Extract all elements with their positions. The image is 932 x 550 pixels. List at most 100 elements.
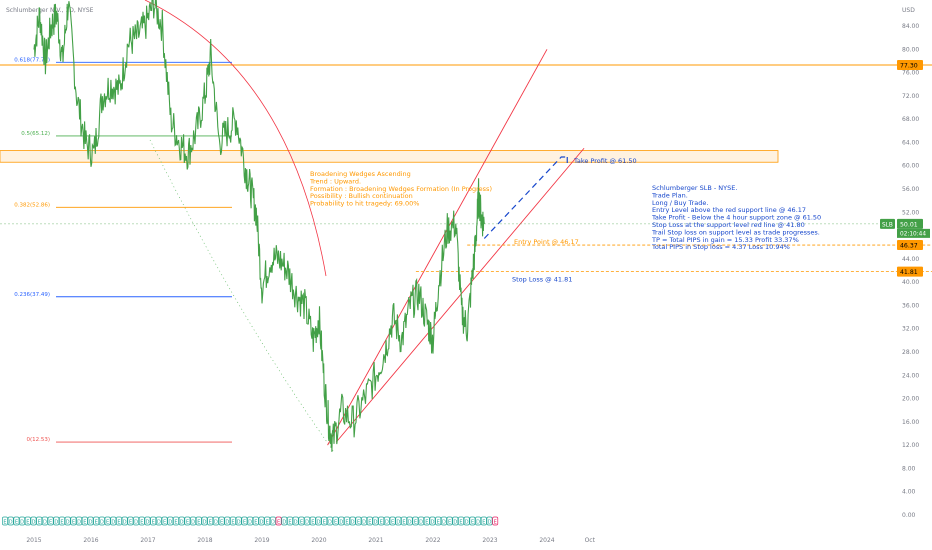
- event-marker[interactable]: E: [127, 516, 134, 526]
- event-marker[interactable]: D: [338, 516, 345, 526]
- stop-loss-label[interactable]: Stop Loss @ 41.81: [512, 276, 572, 284]
- event-marker[interactable]: E: [150, 516, 157, 526]
- event-marker[interactable]: E: [366, 516, 373, 526]
- event-marker[interactable]: E: [161, 516, 168, 526]
- price-series-line[interactable]: [33, 0, 485, 452]
- event-marker[interactable]: E: [264, 516, 271, 526]
- event-marker[interactable]: E: [36, 516, 43, 526]
- event-marker[interactable]: E: [241, 516, 248, 526]
- event-marker[interactable]: E: [480, 516, 487, 526]
- event-marker[interactable]: E: [298, 516, 305, 526]
- arc-resistance-curve[interactable]: [144, 0, 327, 277]
- event-marker[interactable]: E: [93, 516, 100, 526]
- event-marker[interactable]: D: [475, 516, 482, 526]
- event-marker[interactable]: D: [258, 516, 265, 526]
- event-marker[interactable]: E: [435, 516, 442, 526]
- event-marker[interactable]: D: [361, 516, 368, 526]
- event-marker[interactable]: D: [76, 516, 83, 526]
- event-marker[interactable]: D: [292, 516, 299, 526]
- event-marker[interactable]: D: [235, 516, 242, 526]
- event-marker[interactable]: E: [492, 516, 499, 526]
- trade-plan-note[interactable]: Schlumberger SLB - NYSE. Trade Plan. Long …: [651, 184, 821, 251]
- event-marker[interactable]: D: [429, 516, 436, 526]
- event-marker[interactable]: E: [446, 516, 453, 526]
- event-marker[interactable]: D: [326, 516, 333, 526]
- event-marker[interactable]: D: [281, 516, 288, 526]
- event-marker[interactable]: D: [41, 516, 48, 526]
- event-marker[interactable]: D: [304, 516, 311, 526]
- event-marker[interactable]: D: [463, 516, 470, 526]
- entry-point-label[interactable]: Entry Point @ 46.17: [514, 238, 579, 246]
- event-marker[interactable]: D: [133, 516, 140, 526]
- event-marker[interactable]: D: [247, 516, 254, 526]
- event-marker[interactable]: E: [184, 516, 191, 526]
- event-marker[interactable]: E: [332, 516, 339, 526]
- event-marker[interactable]: E: [412, 516, 419, 526]
- event-marker[interactable]: E: [344, 516, 350, 526]
- event-marker[interactable]: E: [59, 516, 65, 526]
- event-marker[interactable]: E: [116, 516, 122, 526]
- event-marker[interactable]: D: [19, 516, 26, 526]
- event-marker[interactable]: D: [144, 516, 151, 526]
- event-marker[interactable]: D: [452, 516, 459, 526]
- event-marker[interactable]: E: [401, 516, 407, 526]
- event-marker[interactable]: D: [486, 516, 493, 526]
- event-marker[interactable]: D: [53, 516, 60, 526]
- event-marker[interactable]: E: [252, 516, 259, 526]
- event-marker[interactable]: E: [47, 516, 54, 526]
- event-marker[interactable]: E: [218, 516, 225, 526]
- event-marker[interactable]: D: [190, 516, 197, 526]
- event-marker[interactable]: D: [440, 516, 447, 526]
- event-marker[interactable]: E: [423, 516, 430, 526]
- take-profit-label[interactable]: Take Profit @ 61.50: [573, 157, 637, 165]
- event-marker[interactable]: D: [7, 516, 14, 526]
- event-marker[interactable]: D: [178, 516, 185, 526]
- event-marker[interactable]: D: [418, 516, 425, 526]
- take-profit-path[interactable]: [483, 156, 568, 239]
- event-marker[interactable]: D: [349, 516, 356, 526]
- event-marker[interactable]: D: [64, 516, 71, 526]
- time-axis[interactable]: 2015 2016 2017 2018 2019 2020 2021 2022 2023 2024…: [26, 537, 595, 544]
- event-marker[interactable]: E: [355, 516, 362, 526]
- event-marker[interactable]: E: [309, 516, 316, 526]
- event-marker[interactable]: D: [167, 516, 174, 526]
- event-marker[interactable]: E: [81, 516, 88, 526]
- event-marker[interactable]: E: [2, 516, 8, 526]
- event-marker[interactable]: E: [70, 516, 77, 526]
- event-marker[interactable]: D: [383, 516, 390, 526]
- event-marker[interactable]: D: [406, 516, 413, 526]
- event-marker[interactable]: E: [138, 516, 145, 526]
- event-marker[interactable]: E: [275, 516, 282, 526]
- event-marker[interactable]: D: [315, 516, 322, 526]
- event-marker[interactable]: E: [104, 516, 111, 526]
- event-marker[interactable]: D: [155, 516, 162, 526]
- event-marker[interactable]: D: [87, 516, 94, 526]
- event-marker[interactable]: E: [13, 516, 20, 526]
- event-marker[interactable]: D: [201, 516, 208, 526]
- event-marker[interactable]: E: [173, 516, 179, 526]
- channel-lower-line[interactable]: [335, 147, 585, 443]
- event-marker[interactable]: D: [98, 516, 105, 526]
- event-marker[interactable]: E: [207, 516, 214, 526]
- event-marker[interactable]: D: [372, 516, 379, 526]
- event-marker[interactable]: E: [458, 516, 464, 526]
- event-marker[interactable]: E: [469, 516, 476, 526]
- event-marker[interactable]: D: [212, 516, 219, 526]
- event-marker[interactable]: D: [269, 516, 276, 526]
- event-marker[interactable]: D: [110, 516, 117, 526]
- event-marker[interactable]: D: [30, 516, 37, 526]
- analysis-note[interactable]: Broadening Wedges Ascending Trend : Upwar…: [309, 170, 492, 208]
- event-marker[interactable]: E: [378, 516, 385, 526]
- event-marker[interactable]: E: [230, 516, 236, 526]
- price-axis[interactable]: USD 84.00 80.00 76.00 72.00 68.00 64.00 60.00 5…: [902, 7, 919, 519]
- event-marker[interactable]: E: [287, 516, 293, 526]
- event-marker[interactable]: E: [389, 516, 396, 526]
- event-marker[interactable]: D: [395, 516, 402, 526]
- channel-upper-line[interactable]: [327, 49, 548, 446]
- event-marker[interactable]: D: [121, 516, 128, 526]
- event-marker[interactable]: D: [224, 516, 231, 526]
- event-marker[interactable]: E: [321, 516, 328, 526]
- resistance-zone[interactable]: [0, 150, 779, 163]
- event-marker[interactable]: E: [24, 516, 31, 526]
